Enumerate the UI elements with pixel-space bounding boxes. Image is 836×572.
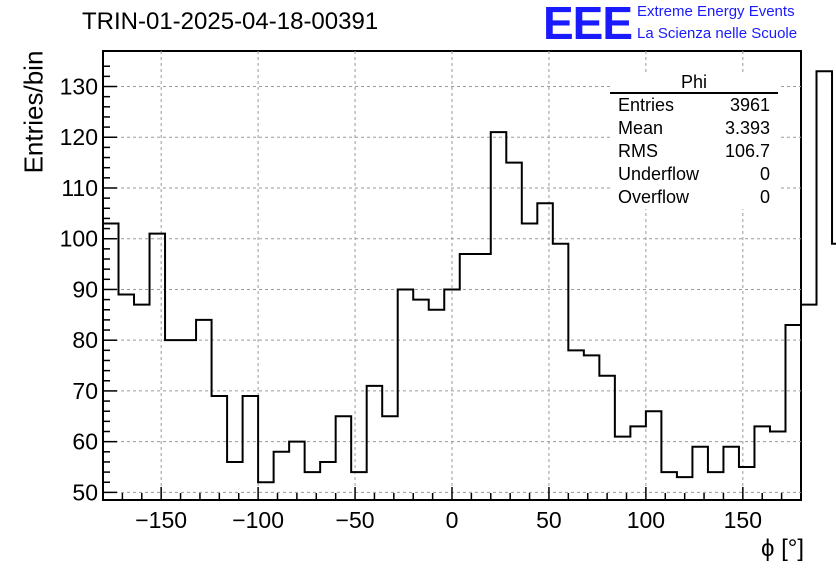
x-axis-label: ϕ [°]	[760, 535, 804, 562]
y-tick-label: 70	[72, 378, 98, 404]
stats-label: Mean	[618, 118, 664, 138]
stats-row: Mean 3.393	[610, 117, 778, 140]
y-axis-label: Entries/bin	[18, 50, 49, 174]
stats-value: 3961	[729, 95, 770, 115]
stats-row: Overflow 0	[610, 186, 778, 209]
logo-line-2: La Scienza nelle Scuole	[637, 25, 798, 42]
y-tick-label: 50	[72, 479, 98, 505]
stats-label: Underflow	[618, 164, 700, 184]
x-tick-label: 0	[446, 507, 459, 533]
stats-label: RMS	[618, 141, 658, 161]
tick-labels: −150 −100 −50 0 50 100 150 50 60 70 80 90 100 110 120 1…	[60, 74, 762, 533]
chart-title: TRIN-01-2025-04-18-00391	[82, 8, 379, 35]
stats-value: 106.7	[724, 141, 770, 161]
stats-row: RMS 106.7	[610, 140, 778, 163]
stats-value: 3.393	[724, 118, 770, 138]
y-tick-label: 110	[61, 175, 98, 201]
stats-title: Phi	[610, 72, 778, 94]
x-tick-label: −100	[232, 507, 284, 533]
x-tick-label: −50	[336, 507, 375, 533]
x-tick-label: 150	[724, 507, 762, 533]
stats-row: Entries 3961	[610, 94, 778, 117]
x-tick-label: 100	[627, 507, 665, 533]
stats-box: Phi Entries 3961 Mean 3.393 RMS 106.7 Un…	[610, 72, 778, 209]
axis-ticks	[102, 65, 802, 500]
histogram-line	[103, 70, 836, 484]
stats-value: 0	[759, 164, 770, 184]
eee-logo: EEE	[543, 0, 633, 49]
grid-lines	[103, 51, 801, 500]
x-tick-label: −150	[135, 507, 187, 533]
stats-row: Underflow 0	[610, 163, 778, 186]
y-tick-label: 120	[60, 124, 98, 150]
logo-line-1: Extreme Energy Events	[637, 3, 795, 20]
stats-value: 0	[759, 187, 770, 207]
y-tick-label: 130	[60, 74, 98, 100]
y-tick-label: 80	[72, 327, 98, 353]
y-tick-label: 90	[72, 276, 98, 302]
stats-label: Entries	[618, 95, 675, 115]
stats-label: Overflow	[618, 187, 690, 207]
y-tick-label: 100	[60, 226, 98, 252]
x-tick-label: 50	[536, 507, 562, 533]
y-tick-label: 60	[72, 429, 98, 455]
